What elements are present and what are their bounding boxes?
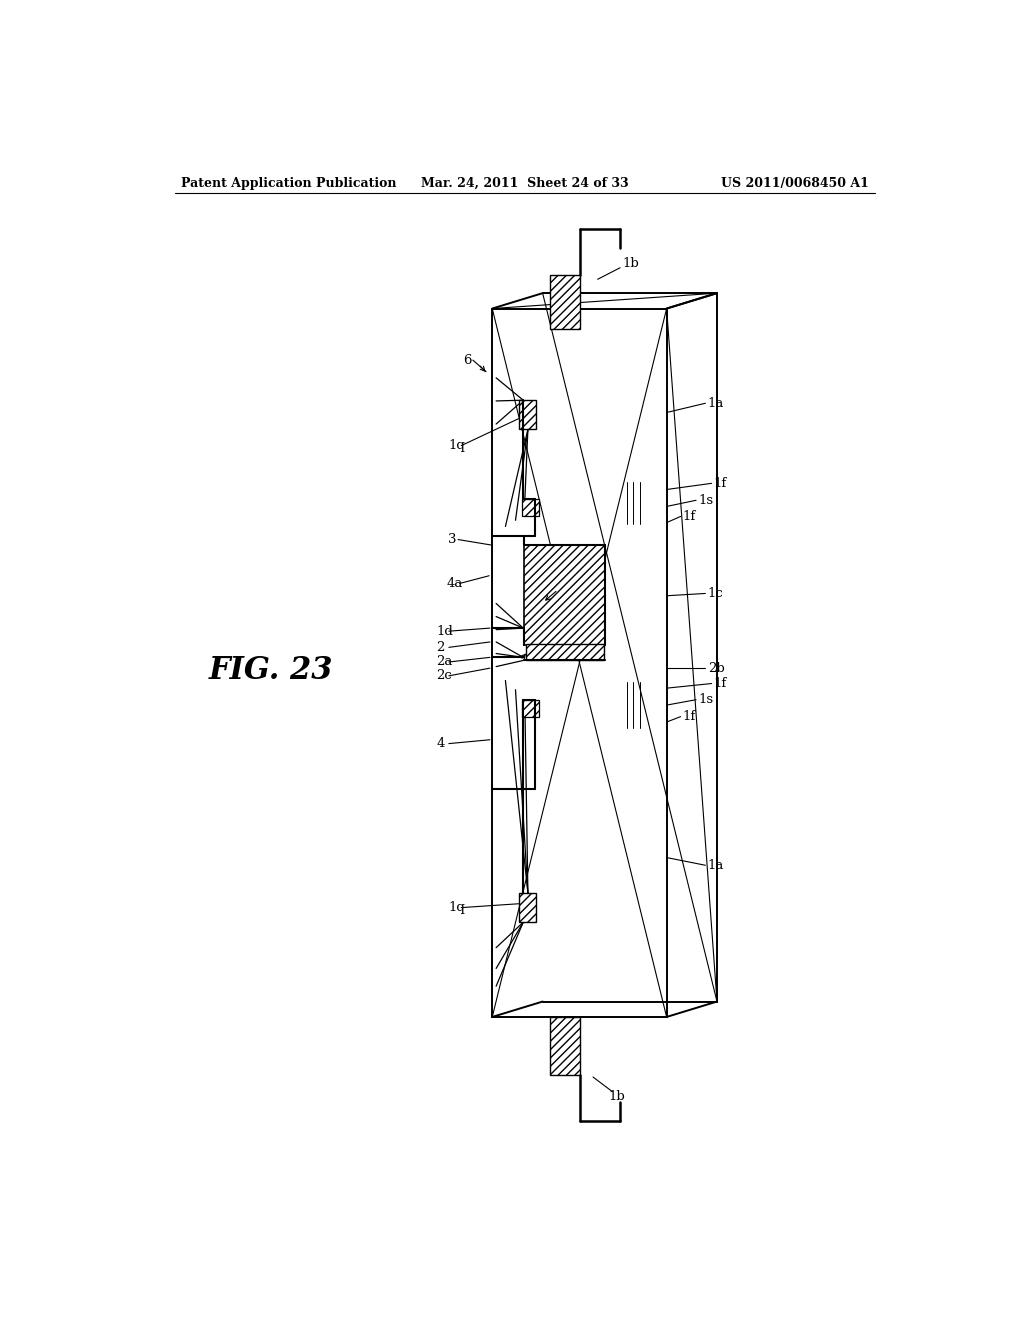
Text: 1q: 1q <box>449 440 466 453</box>
Text: 1b: 1b <box>608 1090 626 1102</box>
Text: Mar. 24, 2011  Sheet 24 of 33: Mar. 24, 2011 Sheet 24 of 33 <box>421 177 629 190</box>
Bar <box>521 499 539 516</box>
Text: US 2011/0068450 A1: US 2011/0068450 A1 <box>721 177 869 190</box>
Text: 4: 4 <box>436 737 444 750</box>
Text: 2b: 2b <box>708 661 724 675</box>
Bar <box>519 400 537 429</box>
Bar <box>550 1016 580 1074</box>
Text: 1c: 1c <box>708 587 723 601</box>
Text: 6: 6 <box>463 354 471 367</box>
Bar <box>525 644 604 660</box>
Text: 1s: 1s <box>698 693 714 706</box>
Text: 1f: 1f <box>683 710 696 723</box>
Text: 2a: 2a <box>436 656 453 668</box>
Text: 4a: 4a <box>446 577 463 590</box>
Bar <box>521 700 539 717</box>
Text: 1f: 1f <box>714 477 727 490</box>
Text: 1a: 1a <box>708 859 724 871</box>
Text: 1d: 1d <box>436 624 454 638</box>
Bar <box>519 892 537 923</box>
Text: Patent Application Publication: Patent Application Publication <box>180 177 396 190</box>
Text: 1a: 1a <box>708 397 724 409</box>
Bar <box>550 276 580 330</box>
Text: 1q: 1q <box>449 902 466 915</box>
Text: 1f: 1f <box>683 510 696 523</box>
Text: 1b: 1b <box>623 257 639 271</box>
Text: 3: 3 <box>449 533 457 546</box>
Text: 1s: 1s <box>698 494 714 507</box>
Text: 2c: 2c <box>436 669 453 682</box>
Text: 2: 2 <box>436 640 444 653</box>
Text: FIG. 23: FIG. 23 <box>209 655 334 686</box>
Text: 1f: 1f <box>714 677 727 690</box>
Bar <box>524 545 605 645</box>
